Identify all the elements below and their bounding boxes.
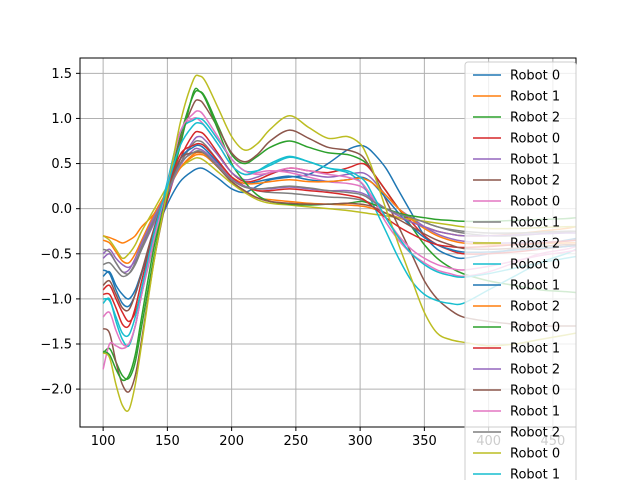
series-line-11 [102, 151, 576, 265]
legend-label: Robot 0 [510, 69, 560, 84]
series-line-8 [102, 157, 576, 260]
y-tick-label: 0.5 [51, 157, 72, 172]
legend-label: Robot 2 [510, 174, 560, 189]
legend-label: Robot 2 [510, 426, 560, 441]
legend-label: Robot 0 [510, 132, 560, 147]
legend-label: Robot 0 [510, 384, 560, 399]
y-tick-label: −0.5 [40, 247, 72, 262]
y-tick-label: 0.0 [51, 202, 72, 217]
series-line-19 [102, 121, 576, 338]
x-tick-label: 300 [348, 434, 373, 449]
y-tick-label: 1.5 [51, 67, 72, 82]
series-lines [102, 74, 576, 412]
x-tick-label: 100 [91, 434, 116, 449]
x-tick-label: 350 [412, 434, 437, 449]
series-line-2 [102, 89, 576, 380]
legend-label: Robot 1 [510, 90, 560, 105]
series-line-12 [102, 87, 576, 382]
legend-label: Robot 2 [510, 111, 560, 126]
legend-label: Robot 0 [510, 447, 560, 462]
legend-label: Robot 1 [510, 405, 560, 420]
legend-label: Robot 1 [510, 468, 560, 480]
x-tick-label: 250 [283, 434, 308, 449]
legend: Robot 0 Robot 1 Robot 2 Robot 0 Robot 1 Robot… [464, 61, 577, 480]
legend-label: Robot 2 [510, 300, 560, 315]
series-line-18 [102, 74, 576, 412]
series-line-7 [102, 139, 576, 278]
legend-box [464, 61, 577, 480]
series-line-14 [102, 147, 576, 274]
y-tick-label: −1.5 [40, 337, 72, 352]
y-tick-label: −2.0 [40, 383, 72, 398]
series-line-13 [102, 142, 576, 329]
legend-label: Robot 2 [510, 363, 560, 378]
legend-label: Robot 1 [510, 279, 560, 294]
legend-label: Robot 0 [510, 321, 560, 336]
series-line-16 [102, 110, 576, 347]
legend-label: Robot 0 [510, 258, 560, 273]
legend-label: Robot 1 [510, 153, 560, 168]
legend-label: Robot 1 [510, 342, 560, 357]
x-tick-label: 150 [155, 434, 180, 449]
legend-label: Robot 1 [510, 216, 560, 231]
y-tick-label: −1.0 [40, 292, 72, 307]
legend-label: Robot 2 [510, 237, 560, 252]
y-tick-label: 1.0 [51, 112, 72, 127]
series-line-17 [102, 150, 576, 275]
x-tick-label: 200 [219, 434, 244, 449]
series-line-15 [102, 150, 576, 312]
legend-label: Robot 0 [510, 195, 560, 210]
